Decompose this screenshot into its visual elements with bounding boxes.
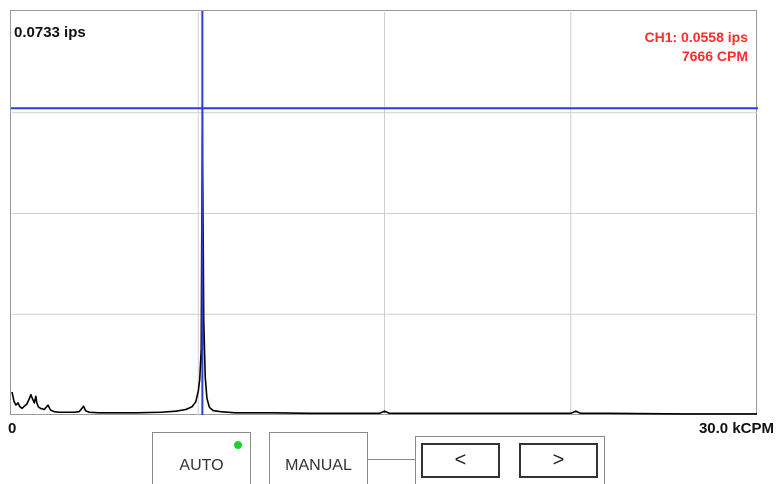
- cursor-readout: CH1: 0.0558 ips 7666 CPM: [645, 28, 749, 66]
- frequency-readout: 7666 CPM: [681, 48, 748, 64]
- channel-amplitude-readout: CH1: 0.0558 ips: [644, 29, 749, 45]
- x-axis-min-label: 0: [8, 420, 17, 437]
- auto-active-indicator: [234, 441, 242, 449]
- auto-button[interactable]: AUTO: [152, 432, 251, 484]
- prev-cursor-button[interactable]: <: [421, 443, 500, 478]
- auto-button-label: AUTO: [179, 457, 224, 474]
- spectrum-chart: [11, 11, 758, 415]
- manual-button-label: MANUAL: [285, 457, 352, 474]
- spectrum-plot[interactable]: [10, 10, 758, 415]
- next-cursor-button[interactable]: >: [519, 443, 598, 478]
- x-axis-max-label: 30.0 kCPM: [698, 420, 774, 437]
- y-axis-max-label: 0.0733 ips: [14, 24, 86, 41]
- cursor-nav-group: [415, 436, 605, 484]
- control-connector-line: [368, 459, 415, 460]
- spectrum-trace: [11, 107, 757, 415]
- manual-button[interactable]: MANUAL: [269, 432, 368, 484]
